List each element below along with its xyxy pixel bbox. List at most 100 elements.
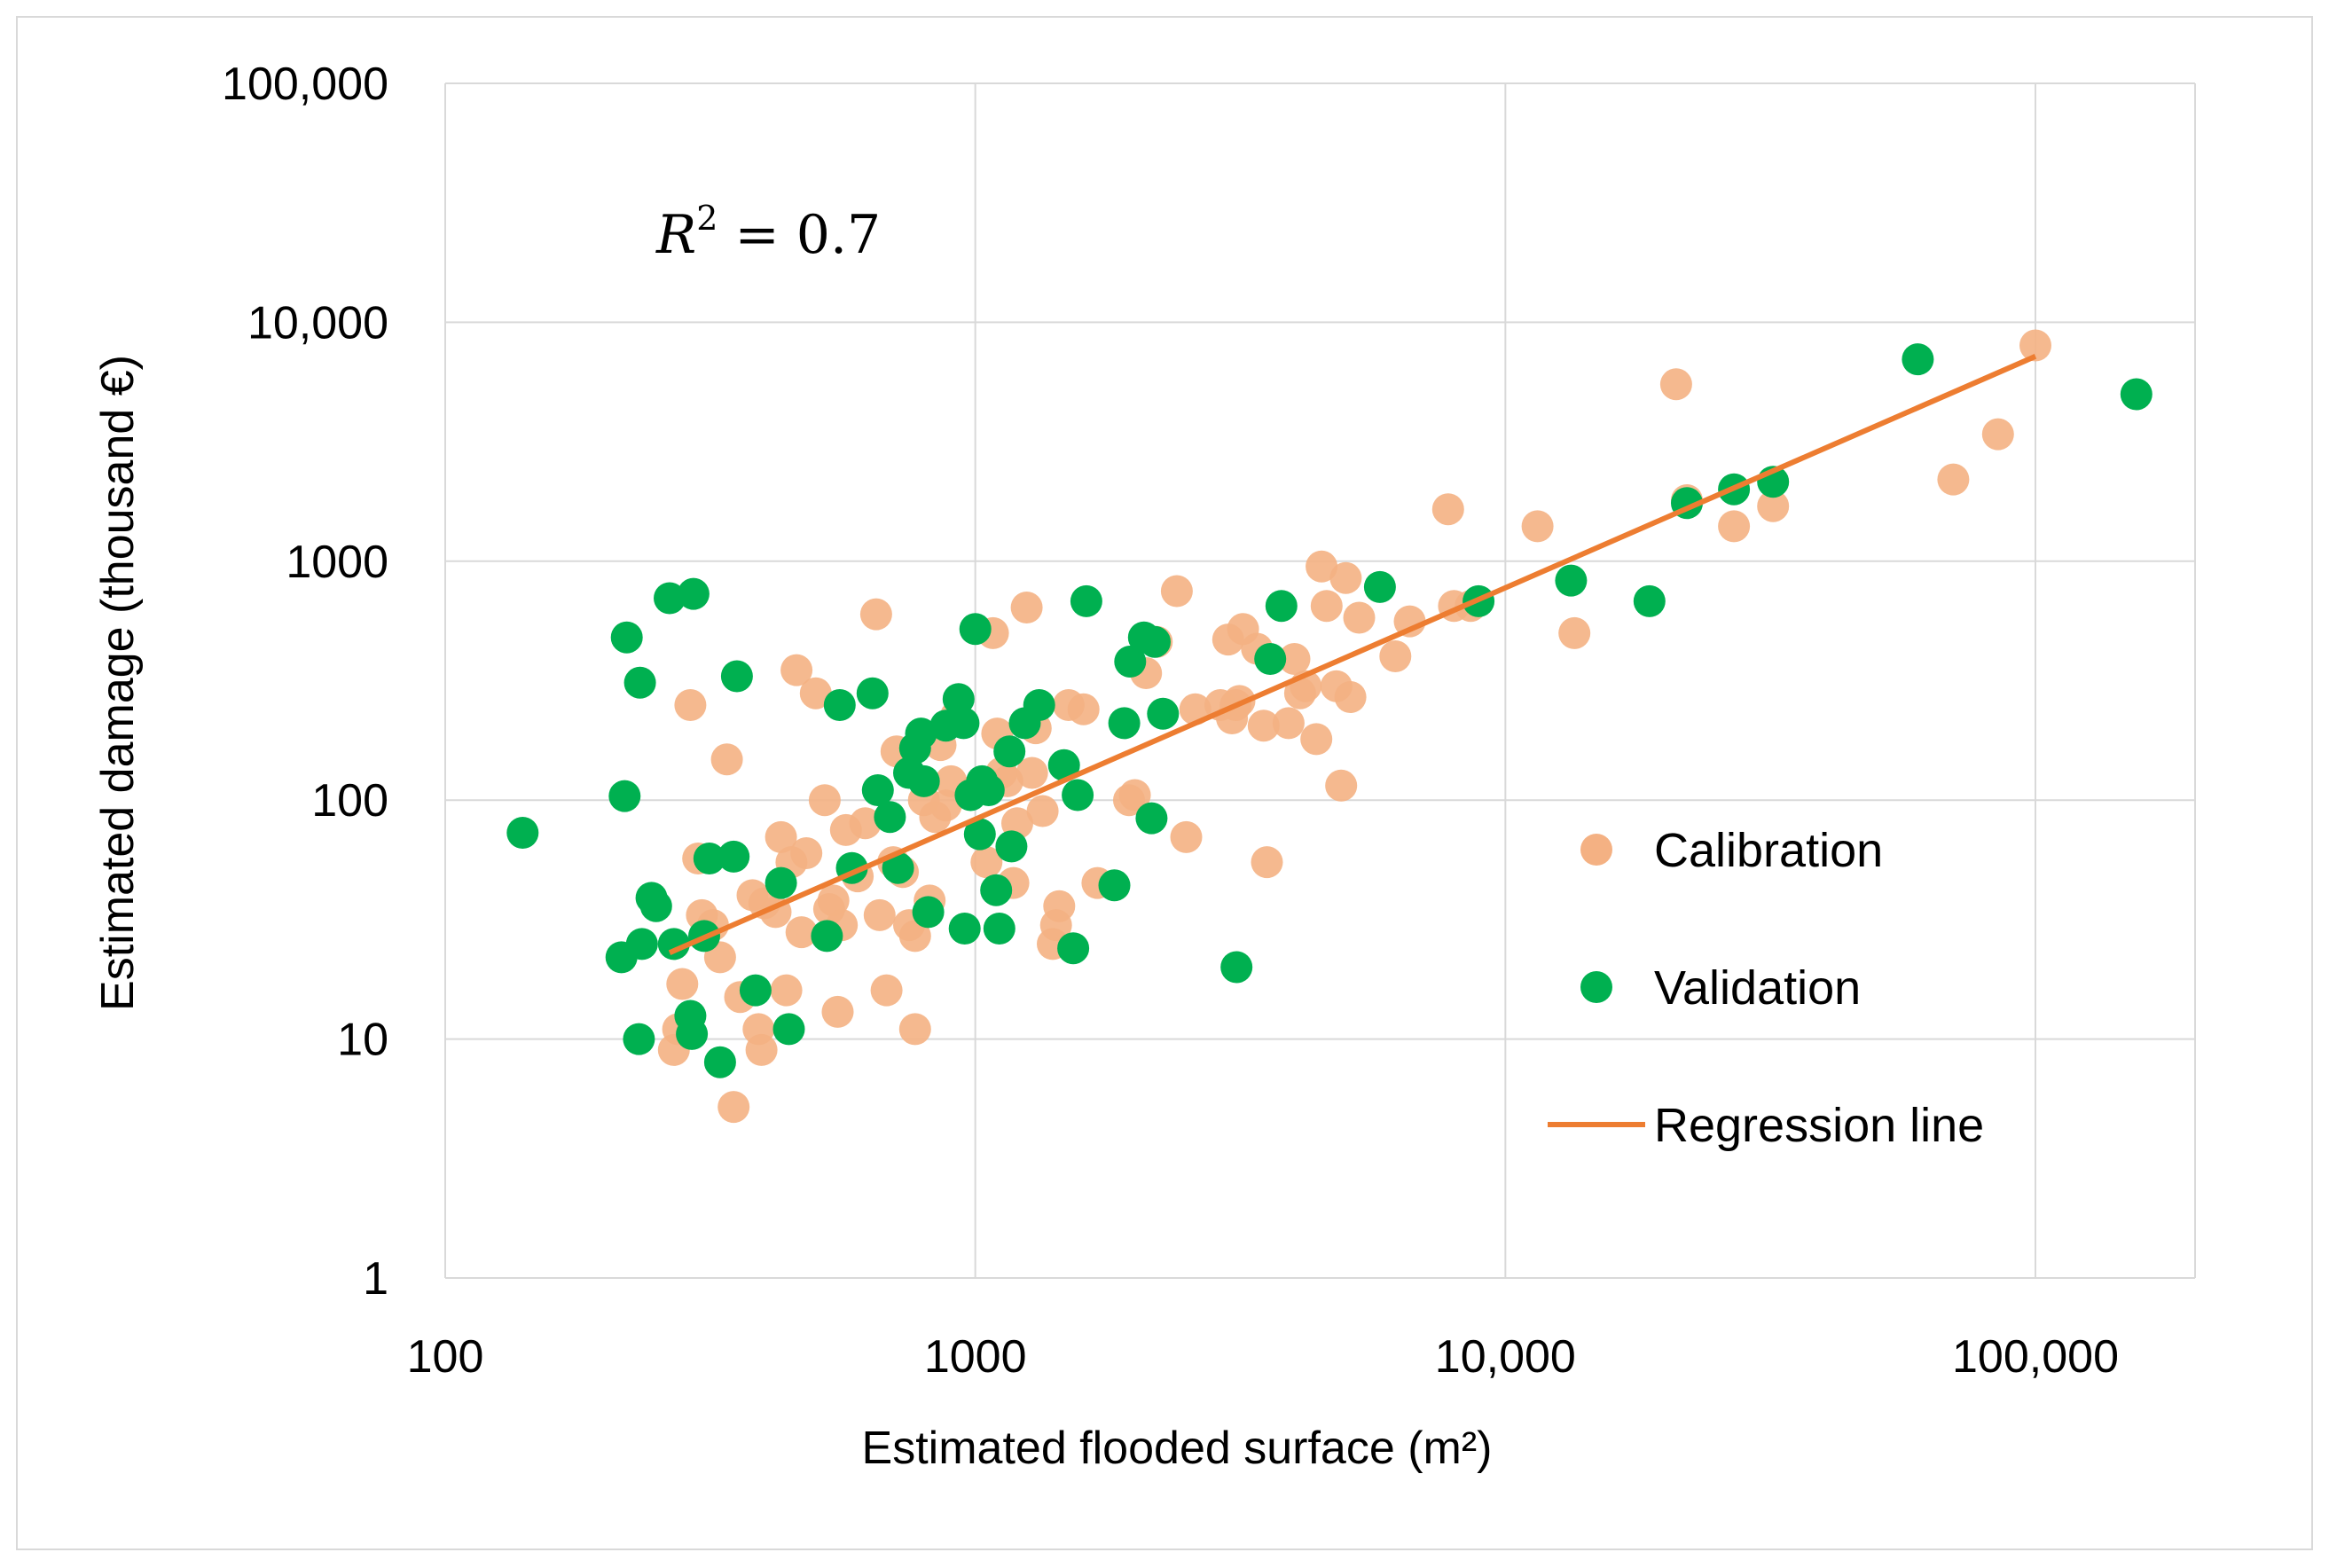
calibration-point bbox=[1558, 616, 1591, 649]
calibration-point bbox=[799, 677, 832, 710]
validation-point bbox=[1108, 707, 1141, 740]
calibration-point bbox=[821, 995, 854, 1028]
data-points bbox=[506, 329, 2153, 1124]
calibration-point bbox=[770, 974, 803, 1007]
validation-point bbox=[610, 621, 643, 654]
calibration-point bbox=[898, 1013, 931, 1046]
y-axis-ticks: 1 10 100 1000 10,000 100,000 bbox=[222, 59, 388, 1305]
validation-point bbox=[983, 913, 1016, 945]
calibration-point bbox=[1981, 418, 2014, 451]
validation-point bbox=[972, 774, 1005, 806]
validation-point bbox=[639, 890, 672, 922]
calibration-point bbox=[817, 884, 850, 917]
calibration-point bbox=[808, 784, 841, 817]
validation-point bbox=[912, 896, 945, 929]
calibration-point bbox=[929, 789, 962, 822]
y-tick-label: 10 bbox=[337, 1015, 388, 1066]
calibration-point bbox=[1278, 643, 1311, 675]
validation-point bbox=[608, 780, 641, 812]
validation-point bbox=[1057, 932, 1090, 965]
x-tick-label: 100,000 bbox=[1952, 1331, 2119, 1383]
validation-point bbox=[942, 683, 975, 716]
validation-point bbox=[947, 707, 980, 740]
calibration-point bbox=[1937, 463, 1970, 496]
validation-point bbox=[874, 801, 906, 834]
validation-point bbox=[882, 851, 914, 884]
regression-line bbox=[668, 354, 2037, 955]
validation-point bbox=[1135, 802, 1168, 835]
calibration-point bbox=[1026, 795, 1059, 827]
legend-label-regression: Regression line bbox=[1654, 1099, 1984, 1152]
calibration-point bbox=[870, 974, 903, 1007]
validation-point bbox=[1633, 584, 1666, 617]
validation-point bbox=[948, 913, 981, 945]
calibration-point bbox=[1251, 846, 1283, 879]
x-tick-label: 100 bbox=[407, 1331, 484, 1383]
validation-point bbox=[993, 735, 1026, 768]
calibration-point bbox=[780, 654, 813, 686]
validation-point bbox=[1902, 343, 1934, 376]
validation-point bbox=[907, 764, 940, 797]
validation-point bbox=[739, 974, 772, 1007]
calibration-point bbox=[1010, 592, 1043, 623]
x-axis-ticks: 100 1000 10,000 100,000 bbox=[407, 1331, 2119, 1383]
validation-point bbox=[623, 1023, 655, 1055]
validation-point bbox=[677, 577, 710, 610]
validation-point bbox=[995, 830, 1028, 863]
validation-point bbox=[1147, 697, 1180, 730]
legend-marker-validation bbox=[1580, 971, 1612, 1003]
chart-frame bbox=[16, 16, 2313, 1550]
validation-point bbox=[765, 866, 797, 899]
validation-point bbox=[905, 717, 937, 750]
validation-point bbox=[1114, 646, 1147, 678]
calibration-point bbox=[1310, 590, 1343, 623]
r-squared-annotation: R2 = 0.7 bbox=[655, 199, 881, 266]
r2-symbol: R bbox=[655, 204, 696, 266]
validation-point bbox=[856, 677, 889, 710]
validation-point bbox=[693, 843, 725, 874]
validation-point bbox=[811, 920, 843, 953]
calibration-point bbox=[1067, 693, 1100, 725]
calibration-point bbox=[674, 689, 707, 721]
calibration-point bbox=[1334, 681, 1367, 713]
validation-point bbox=[1265, 590, 1298, 623]
validation-point bbox=[1047, 749, 1080, 781]
calibration-point bbox=[1329, 561, 1362, 594]
validation-point bbox=[720, 660, 753, 693]
validation-point bbox=[703, 1046, 736, 1078]
calibration-point bbox=[1393, 605, 1426, 638]
y-tick-label: 100,000 bbox=[222, 59, 388, 110]
legend-marker-calibration bbox=[1580, 834, 1612, 866]
validation-point bbox=[959, 613, 992, 646]
calibration-point bbox=[2019, 329, 2051, 362]
validation-point bbox=[1220, 951, 1253, 984]
validation-point bbox=[1023, 689, 1055, 721]
calibration-point bbox=[1343, 601, 1376, 634]
validation-point bbox=[1062, 779, 1094, 811]
y-axis-title: Estimated damage (thousand €) bbox=[92, 355, 144, 1011]
y-tick-label: 100 bbox=[311, 775, 388, 827]
calibration-point bbox=[666, 968, 699, 1000]
validation-point bbox=[654, 582, 686, 615]
calibration-point bbox=[765, 820, 797, 853]
validation-point bbox=[772, 1013, 805, 1046]
calibration-point bbox=[1247, 710, 1280, 742]
validation-point bbox=[1139, 625, 1171, 658]
validation-point bbox=[676, 1017, 709, 1050]
calibration-point bbox=[1272, 707, 1305, 740]
calibration-point bbox=[1521, 510, 1554, 543]
calibration-point bbox=[1160, 575, 1193, 608]
calibration-point bbox=[1325, 769, 1358, 802]
calibration-point bbox=[898, 920, 931, 953]
r2-exponent: 2 bbox=[696, 199, 718, 238]
validation-point bbox=[718, 840, 750, 873]
validation-point bbox=[1254, 643, 1287, 675]
calibration-point bbox=[1431, 493, 1464, 526]
calibration-point bbox=[1306, 550, 1338, 583]
calibration-point bbox=[1170, 820, 1203, 853]
validation-point bbox=[1098, 869, 1131, 902]
legend-label-calibration: Calibration bbox=[1654, 824, 1883, 877]
calibration-point bbox=[710, 743, 743, 776]
validation-point bbox=[623, 666, 656, 699]
